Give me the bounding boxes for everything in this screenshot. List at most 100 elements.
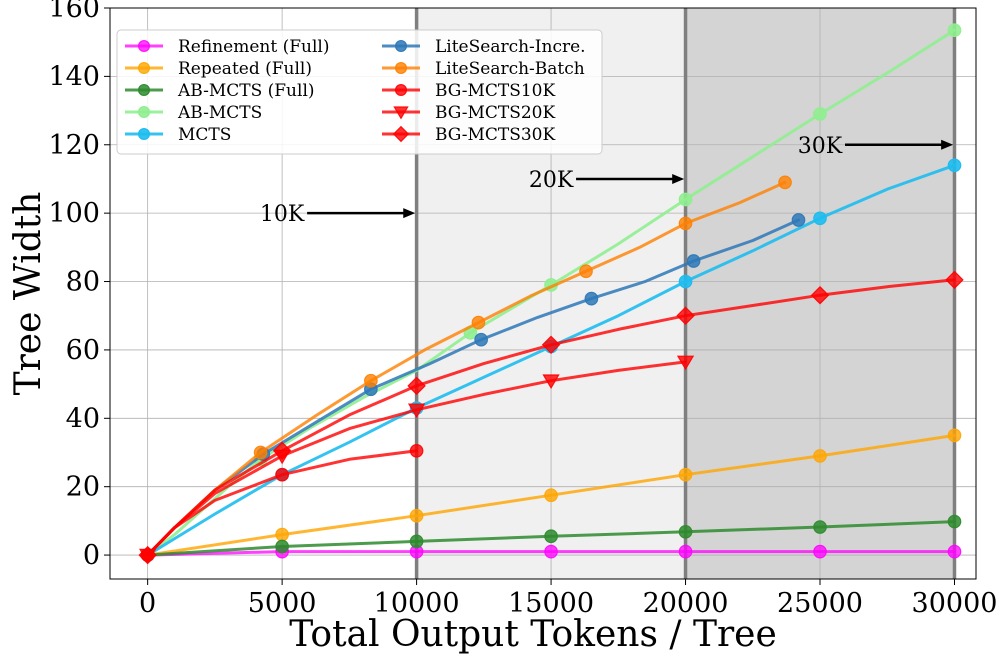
legend-box <box>116 29 603 155</box>
y-tick-label-160: 160 <box>48 0 100 24</box>
point-litesearch-batch-20000 <box>678 216 693 231</box>
point-mcts-30000 <box>947 158 962 173</box>
point-refinement-full-20000 <box>678 544 693 559</box>
legend-marker-refinement-full <box>137 39 151 53</box>
legend-marker-repeated-full <box>137 61 151 75</box>
x-tick-label-30000: 30000 <box>912 588 996 619</box>
x-tick-label-15000: 15000 <box>508 588 594 619</box>
legend-label-ab-mcts: AB-MCTS <box>177 103 262 123</box>
point-litesearch-batch-23700 <box>778 175 792 190</box>
point-bg-mcts10k-10000 <box>409 443 424 458</box>
legend-entry-ab-mcts: AB-MCTS <box>125 103 262 123</box>
point-bg-mcts20k-15000 <box>542 374 560 390</box>
point-ab-mcts-30000 <box>947 23 962 38</box>
legend-marker-bg-mcts30k <box>392 125 410 143</box>
point-ab-mcts-full-20000 <box>678 524 693 539</box>
annotation-arrow-head-30k <box>941 139 954 150</box>
legend-label-repeated-full: Repeated (Full) <box>178 59 312 79</box>
annotation-arrow-head-20k <box>672 173 685 184</box>
point-bg-mcts20k-20000 <box>676 355 695 371</box>
point-refinement-full-30000 <box>947 544 962 559</box>
annotation-20k: 20K <box>529 168 685 193</box>
legend-label-bg-mcts10k: BG-MCTS10K <box>435 81 555 101</box>
legend-marker-bg-mcts10k <box>394 83 408 97</box>
legend-entry-litesearch-incre: LiteSearch-Incre. <box>382 37 586 57</box>
point-litesearch-incre-12400 <box>474 332 488 347</box>
point-mcts-25000 <box>813 211 827 226</box>
point-litesearch-batch-4200 <box>253 445 268 460</box>
point-repeated-full-20000 <box>678 467 693 482</box>
series-litesearch-batch <box>140 175 792 562</box>
point-litesearch-incre-24200 <box>791 213 806 227</box>
point-litesearch-batch-12300 <box>471 315 486 330</box>
point-repeated-full-5000 <box>275 527 289 542</box>
annotation-label-10k: 10K <box>260 202 305 227</box>
annotation-10k: 10K <box>260 202 416 227</box>
annotation-30k: 30K <box>798 134 954 159</box>
legend-entry-bg-mcts10k: BG-MCTS10K <box>382 81 555 101</box>
x-axis-label: Total Output Tokens / Tree <box>289 614 777 655</box>
legend-entry-litesearch-batch: LiteSearch-Batch <box>382 59 585 79</box>
point-repeated-full-15000 <box>544 488 558 503</box>
legend-marker-litesearch-batch <box>394 61 408 75</box>
legend-label-bg-mcts20k: BG-MCTS20K <box>435 103 555 123</box>
legend-marker-ab-mcts-full <box>137 83 151 97</box>
x-tick-label-0: 0 <box>139 588 156 619</box>
legend-entry-repeated-full: Repeated (Full) <box>125 59 312 79</box>
series-line-litesearch-batch <box>146 180 787 557</box>
point-ab-mcts-full-10000 <box>409 534 424 549</box>
point-bg-mcts30k-10000 <box>407 376 426 396</box>
point-ab-mcts-25000 <box>813 107 827 121</box>
series-bg-mcts30k <box>138 270 964 565</box>
x-tick-label-25000: 25000 <box>777 588 863 619</box>
point-ab-mcts-full-15000 <box>544 529 558 544</box>
point-repeated-full-30000 <box>947 428 962 443</box>
series-line-bg-mcts30k <box>146 278 956 557</box>
point-bg-mcts30k-25000 <box>810 285 830 305</box>
point-repeated-full-10000 <box>409 508 424 523</box>
point-bg-mcts30k-5000 <box>272 441 292 461</box>
legend-entry-bg-mcts20k: BG-MCTS20K <box>382 103 555 123</box>
point-bg-mcts30k-15000 <box>541 335 561 355</box>
x-tick-label-5000: 5000 <box>248 588 317 619</box>
series-line-ab-mcts <box>146 28 956 557</box>
point-litesearch-batch-16300 <box>579 264 593 279</box>
y-tick-label-80: 80 <box>66 267 100 298</box>
point-mcts-20000 <box>678 274 693 289</box>
legend: Refinement (Full)Repeated (Full)AB-MCTS … <box>116 29 603 155</box>
point-litesearch-incre-16500 <box>584 291 599 306</box>
y-tick-label-40: 40 <box>66 403 100 434</box>
point-refinement-full-15000 <box>544 544 558 559</box>
annotation-label-20k: 20K <box>529 168 574 193</box>
x-axis-ticks: 0 5000 10000 15000 20000 25000 30000 <box>139 579 996 619</box>
annotation-label-30k: 30K <box>798 134 843 159</box>
legend-label-bg-mcts30k: BG-MCTS30K <box>435 125 555 145</box>
plot-frame <box>109 7 977 580</box>
y-tick-label-140: 140 <box>48 61 100 92</box>
budget-annotations: 10K 20K 30K <box>260 134 954 227</box>
x-tick-label-10000: 10000 <box>374 588 460 619</box>
point-bg-mcts20k-10000 <box>407 403 426 419</box>
legend-entry-bg-mcts30k: BG-MCTS30K <box>382 125 555 145</box>
legend-marker-litesearch-incre <box>394 39 408 53</box>
legend-entry-refinement-full: Refinement (Full) <box>125 37 329 57</box>
point-ab-mcts-full-30000 <box>947 514 962 529</box>
point-bg-mcts30k-0 <box>138 545 157 565</box>
legend-marker-mcts <box>137 127 151 141</box>
point-ab-mcts-full-25000 <box>813 520 827 534</box>
y-tick-label-20: 20 <box>66 472 100 503</box>
annotation-arrow-head-10k <box>403 208 416 219</box>
legend-label-litesearch-incre: LiteSearch-Incre. <box>435 37 586 57</box>
y-tick-label-100: 100 <box>48 198 100 229</box>
y-axis-label: Tree Width <box>8 192 49 396</box>
point-bg-mcts10k-5000 <box>275 467 289 482</box>
point-litesearch-incre-20300 <box>686 254 701 268</box>
y-tick-label-0: 0 <box>83 540 100 571</box>
data-series <box>138 23 964 565</box>
point-ab-mcts-full-5000 <box>275 539 289 554</box>
legend-marker-ab-mcts <box>137 105 151 119</box>
point-bg-mcts30k-30000 <box>945 270 964 290</box>
y-tick-label-120: 120 <box>48 130 100 161</box>
legend-label-mcts: MCTS <box>178 125 231 145</box>
